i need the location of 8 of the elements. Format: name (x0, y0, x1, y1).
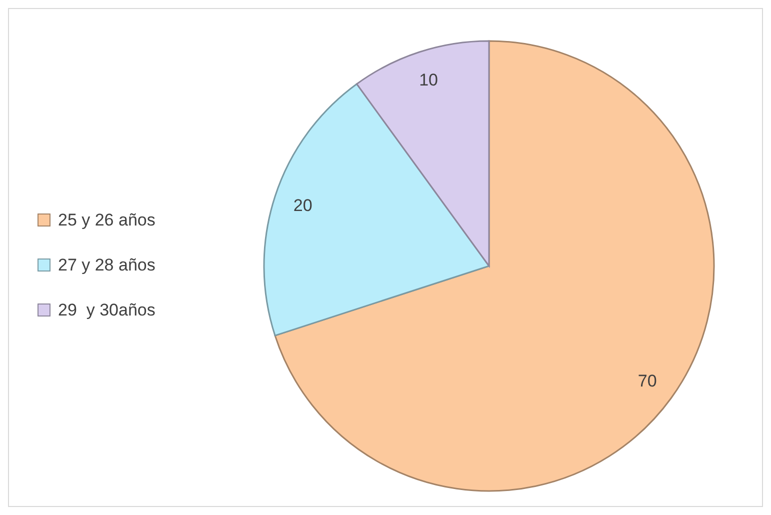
data-label: 10 (419, 70, 438, 90)
data-label: 20 (293, 196, 312, 216)
legend-label: 29 y 30años (58, 300, 156, 320)
pie-slice (356, 40, 490, 267)
legend-label: 25 y 26 años (58, 210, 156, 230)
legend-label: 27 y 28 años (58, 256, 156, 274)
pie-slice (274, 40, 715, 492)
data-label: 70 (638, 372, 657, 391)
